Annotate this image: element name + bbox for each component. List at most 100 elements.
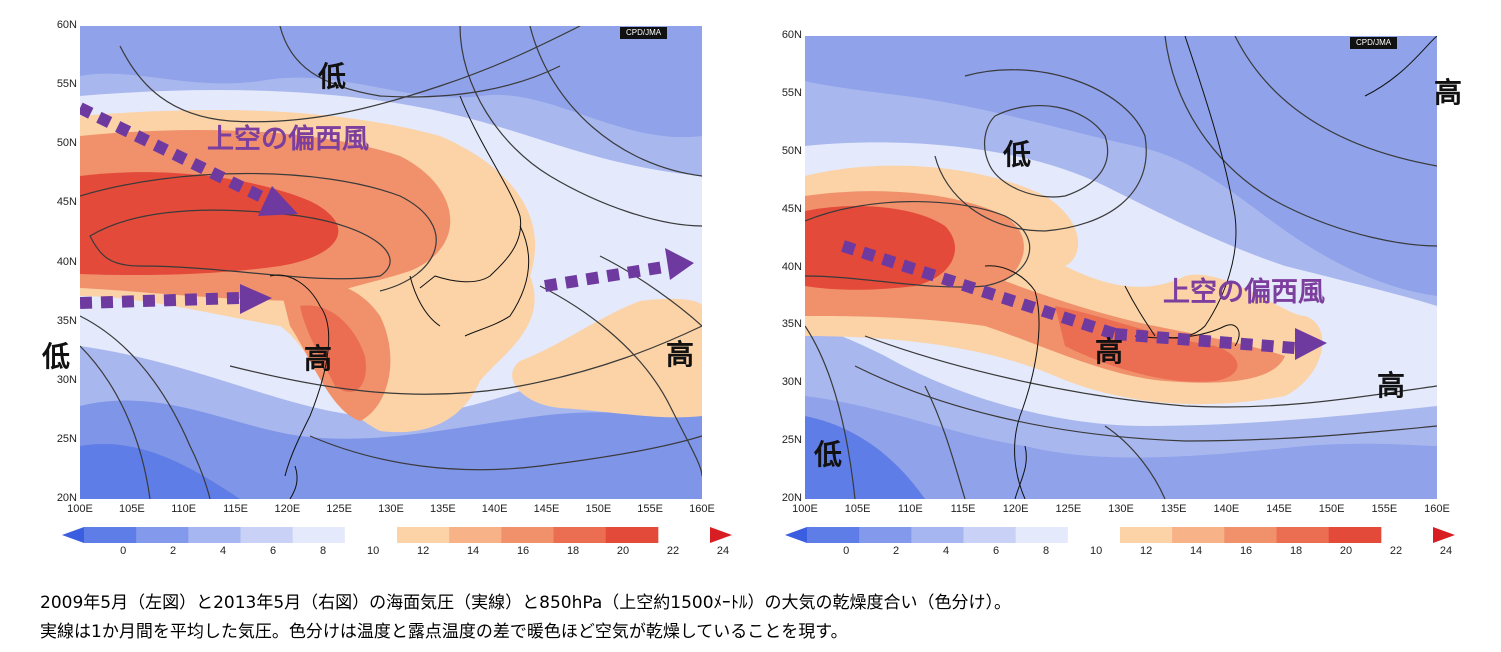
colorbar-segment: [292, 527, 346, 543]
lat-tick-left: 45N: [56, 196, 77, 209]
right-label-high-east: 高: [1377, 369, 1406, 402]
colorbar-tick: 20: [616, 545, 630, 557]
left-colorbar: 0 2 4 6 8 10 12 14 16 18 20 22 24: [62, 527, 732, 557]
colorbar-tick: 4: [943, 545, 950, 557]
lon-tick-left: 100E: [67, 503, 93, 515]
colorbar-segment: [84, 527, 137, 543]
lat-tick-left: 35N: [56, 314, 77, 327]
colorbar-segment: [1224, 527, 1277, 543]
colorbar-tick: 10: [366, 545, 380, 557]
colorbar-segment: [501, 527, 554, 543]
colorbar-tick: 0: [120, 545, 127, 557]
left-label-high-center: 高: [304, 342, 333, 375]
right-label-high-center: 高: [1095, 335, 1124, 368]
lon-tick-left: 155E: [637, 503, 663, 515]
colorbar-tick: 4: [220, 545, 227, 557]
colorbar-tick: 10: [1089, 545, 1103, 557]
colorbar-tick: 22: [1389, 545, 1403, 557]
colorbar-segment: [1120, 527, 1173, 543]
colorbar-tick: 16: [1239, 545, 1253, 557]
colorbar-tick: 14: [466, 545, 480, 557]
colorbar-tick: 6: [270, 545, 277, 557]
colorbar-segment: [605, 527, 659, 543]
lon-tick-left: 145E: [533, 503, 560, 515]
colorbar-tick: 14: [1189, 545, 1203, 557]
lat-tick-right: 20N: [781, 492, 802, 504]
lon-tick-right: 150E: [1318, 503, 1345, 515]
lon-tick-right: 125E: [1055, 503, 1082, 515]
lon-tick-left: 160E: [689, 503, 715, 515]
lat-tick-right: 25N: [781, 434, 802, 447]
right-label-high-ne: 高: [1434, 76, 1463, 109]
colorbar-segment: [1172, 527, 1225, 543]
lat-tick-left: 20N: [56, 492, 77, 504]
colorbar-segment: [1276, 527, 1330, 543]
right-label-low-north: 低: [1003, 138, 1032, 171]
colorbar-tick: 18: [1289, 545, 1303, 557]
right-map-canvas: [805, 36, 1437, 499]
lon-tick-left: 115E: [223, 503, 248, 515]
lon-tick-right: 115E: [950, 503, 976, 515]
caption-line-1: 2009年5月（左図）と2013年5月（右図）の海面気圧（実線）と850hPa（…: [40, 593, 1012, 613]
lon-tick-left: 120E: [274, 503, 301, 515]
colorbar-tick: 8: [1043, 545, 1050, 557]
colorbar-tick: 12: [1139, 545, 1153, 557]
colorbar-tick: 0: [843, 545, 850, 557]
lon-tick-left: 130E: [378, 503, 404, 515]
colorbar-tick: 18: [566, 545, 580, 557]
credit-left: CPD/JMA: [620, 27, 668, 39]
lon-tick-right: 105E: [844, 503, 871, 515]
lon-tick-right: 100E: [792, 503, 818, 515]
colorbar-segment: [240, 527, 294, 543]
colorbar-segment: [1067, 527, 1121, 543]
colorbar-segment: [807, 527, 860, 543]
colorbar-segment: [1015, 527, 1069, 543]
credit-right: CPD/JMA: [1350, 37, 1398, 49]
lat-tick-right: 50N: [781, 144, 802, 157]
lon-tick-right: 130E: [1108, 503, 1134, 515]
left-westerly-label: 上空の偏西風: [207, 124, 369, 155]
colorbar-segment: [1328, 527, 1382, 543]
lon-tick-left: 125E: [326, 503, 352, 515]
lon-tick-right: 155E: [1371, 503, 1398, 515]
caption-line-2: 実線は1か月間を平均した気圧。色分けは温度と露点温度の差で暖色ほど空気が乾燥して…: [40, 622, 848, 642]
colorbar-tick: 22: [666, 545, 680, 557]
left-label-low-west: 低: [42, 340, 71, 373]
colorbar-segment: [188, 527, 241, 543]
right-colorbar: 0 2 4 6 8 10 12 14 16 18 20 22 24: [785, 527, 1455, 557]
colorbar-segment: [785, 527, 807, 543]
colorbar-segment: [344, 527, 398, 543]
lon-tick-right: 135E: [1160, 503, 1187, 515]
lat-tick-right: 45N: [781, 202, 802, 215]
lat-tick-right: 60N: [781, 29, 802, 41]
lon-tick-right: 145E: [1266, 503, 1292, 515]
lat-tick-right: 40N: [781, 260, 802, 273]
lat-tick-left: 50N: [56, 137, 77, 150]
left-map: [80, 26, 702, 499]
left-label-high-east: 高: [666, 338, 695, 371]
colorbar-segment: [553, 527, 607, 543]
right-map: [805, 36, 1437, 499]
lon-tick-right: 110E: [897, 503, 923, 515]
right-label-low-sw: 低: [814, 438, 843, 471]
lon-tick-left: 150E: [585, 503, 612, 515]
colorbar-segment: [449, 527, 502, 543]
lon-tick-left: 110E: [171, 503, 197, 515]
lat-tick-right: 30N: [781, 376, 802, 389]
lat-tick-left: 40N: [56, 255, 77, 268]
lat-tick-left: 30N: [56, 373, 77, 386]
lat-tick-left: 25N: [56, 432, 77, 445]
colorbar-tick: 24: [716, 545, 730, 557]
colorbar-segment: [911, 527, 964, 543]
colorbar-tick: 16: [516, 545, 530, 557]
lon-tick-left: 140E: [481, 503, 508, 515]
lon-tick-right: 160E: [1424, 503, 1450, 515]
colorbar-canvas: [62, 527, 732, 543]
lon-tick-left: 135E: [429, 503, 456, 515]
colorbar-canvas: [785, 527, 1455, 543]
colorbar-segment: [859, 527, 912, 543]
colorbar-tick: 12: [416, 545, 430, 557]
lon-tick-right: 140E: [1213, 503, 1240, 515]
lat-tick-right: 35N: [781, 318, 802, 331]
colorbar-tick: 2: [893, 545, 900, 557]
